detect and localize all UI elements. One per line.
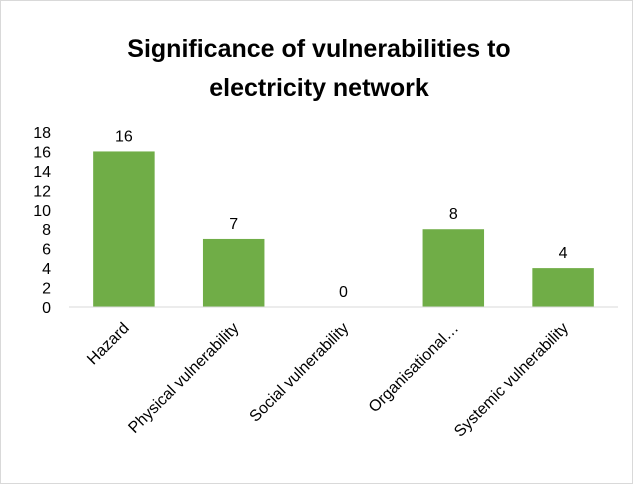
x-category-label: Physical vulnerability — [125, 320, 242, 437]
y-tick-label: 6 — [42, 242, 51, 259]
y-tick-label: 18 — [33, 125, 51, 142]
data-labels-group: 16 7 0 8 4 — [115, 128, 568, 301]
data-label: 8 — [449, 206, 458, 223]
x-category-label: Social vulnerability — [247, 320, 353, 426]
bar — [93, 151, 155, 307]
chart-title-line-2: electricity network — [209, 74, 429, 102]
bars-group — [93, 151, 594, 307]
data-label: 16 — [115, 128, 133, 145]
x-category-label: Organisational… — [366, 320, 462, 416]
y-tick-label: 10 — [33, 203, 51, 220]
y-tick-label: 0 — [42, 300, 51, 317]
y-tick-label: 2 — [42, 281, 51, 298]
y-tick-label: 12 — [33, 183, 51, 200]
x-category-label: Hazard — [84, 320, 132, 368]
y-tick-label: 4 — [42, 261, 51, 278]
chart-title-line-1: Significance of vulnerabilities to — [127, 35, 510, 63]
x-category-label: Systemic vulnerability — [451, 320, 572, 441]
data-label: 4 — [559, 245, 568, 262]
bar — [202, 238, 265, 307]
y-tick-label: 8 — [42, 222, 51, 239]
data-label: 7 — [229, 216, 238, 233]
y-tick-label: 16 — [33, 144, 51, 161]
bar — [422, 229, 485, 307]
bar — [532, 268, 594, 307]
y-tick-label: 14 — [33, 164, 51, 181]
data-label: 0 — [339, 284, 348, 301]
y-axis: 0 2 4 6 8 10 12 14 16 18 — [33, 125, 51, 317]
